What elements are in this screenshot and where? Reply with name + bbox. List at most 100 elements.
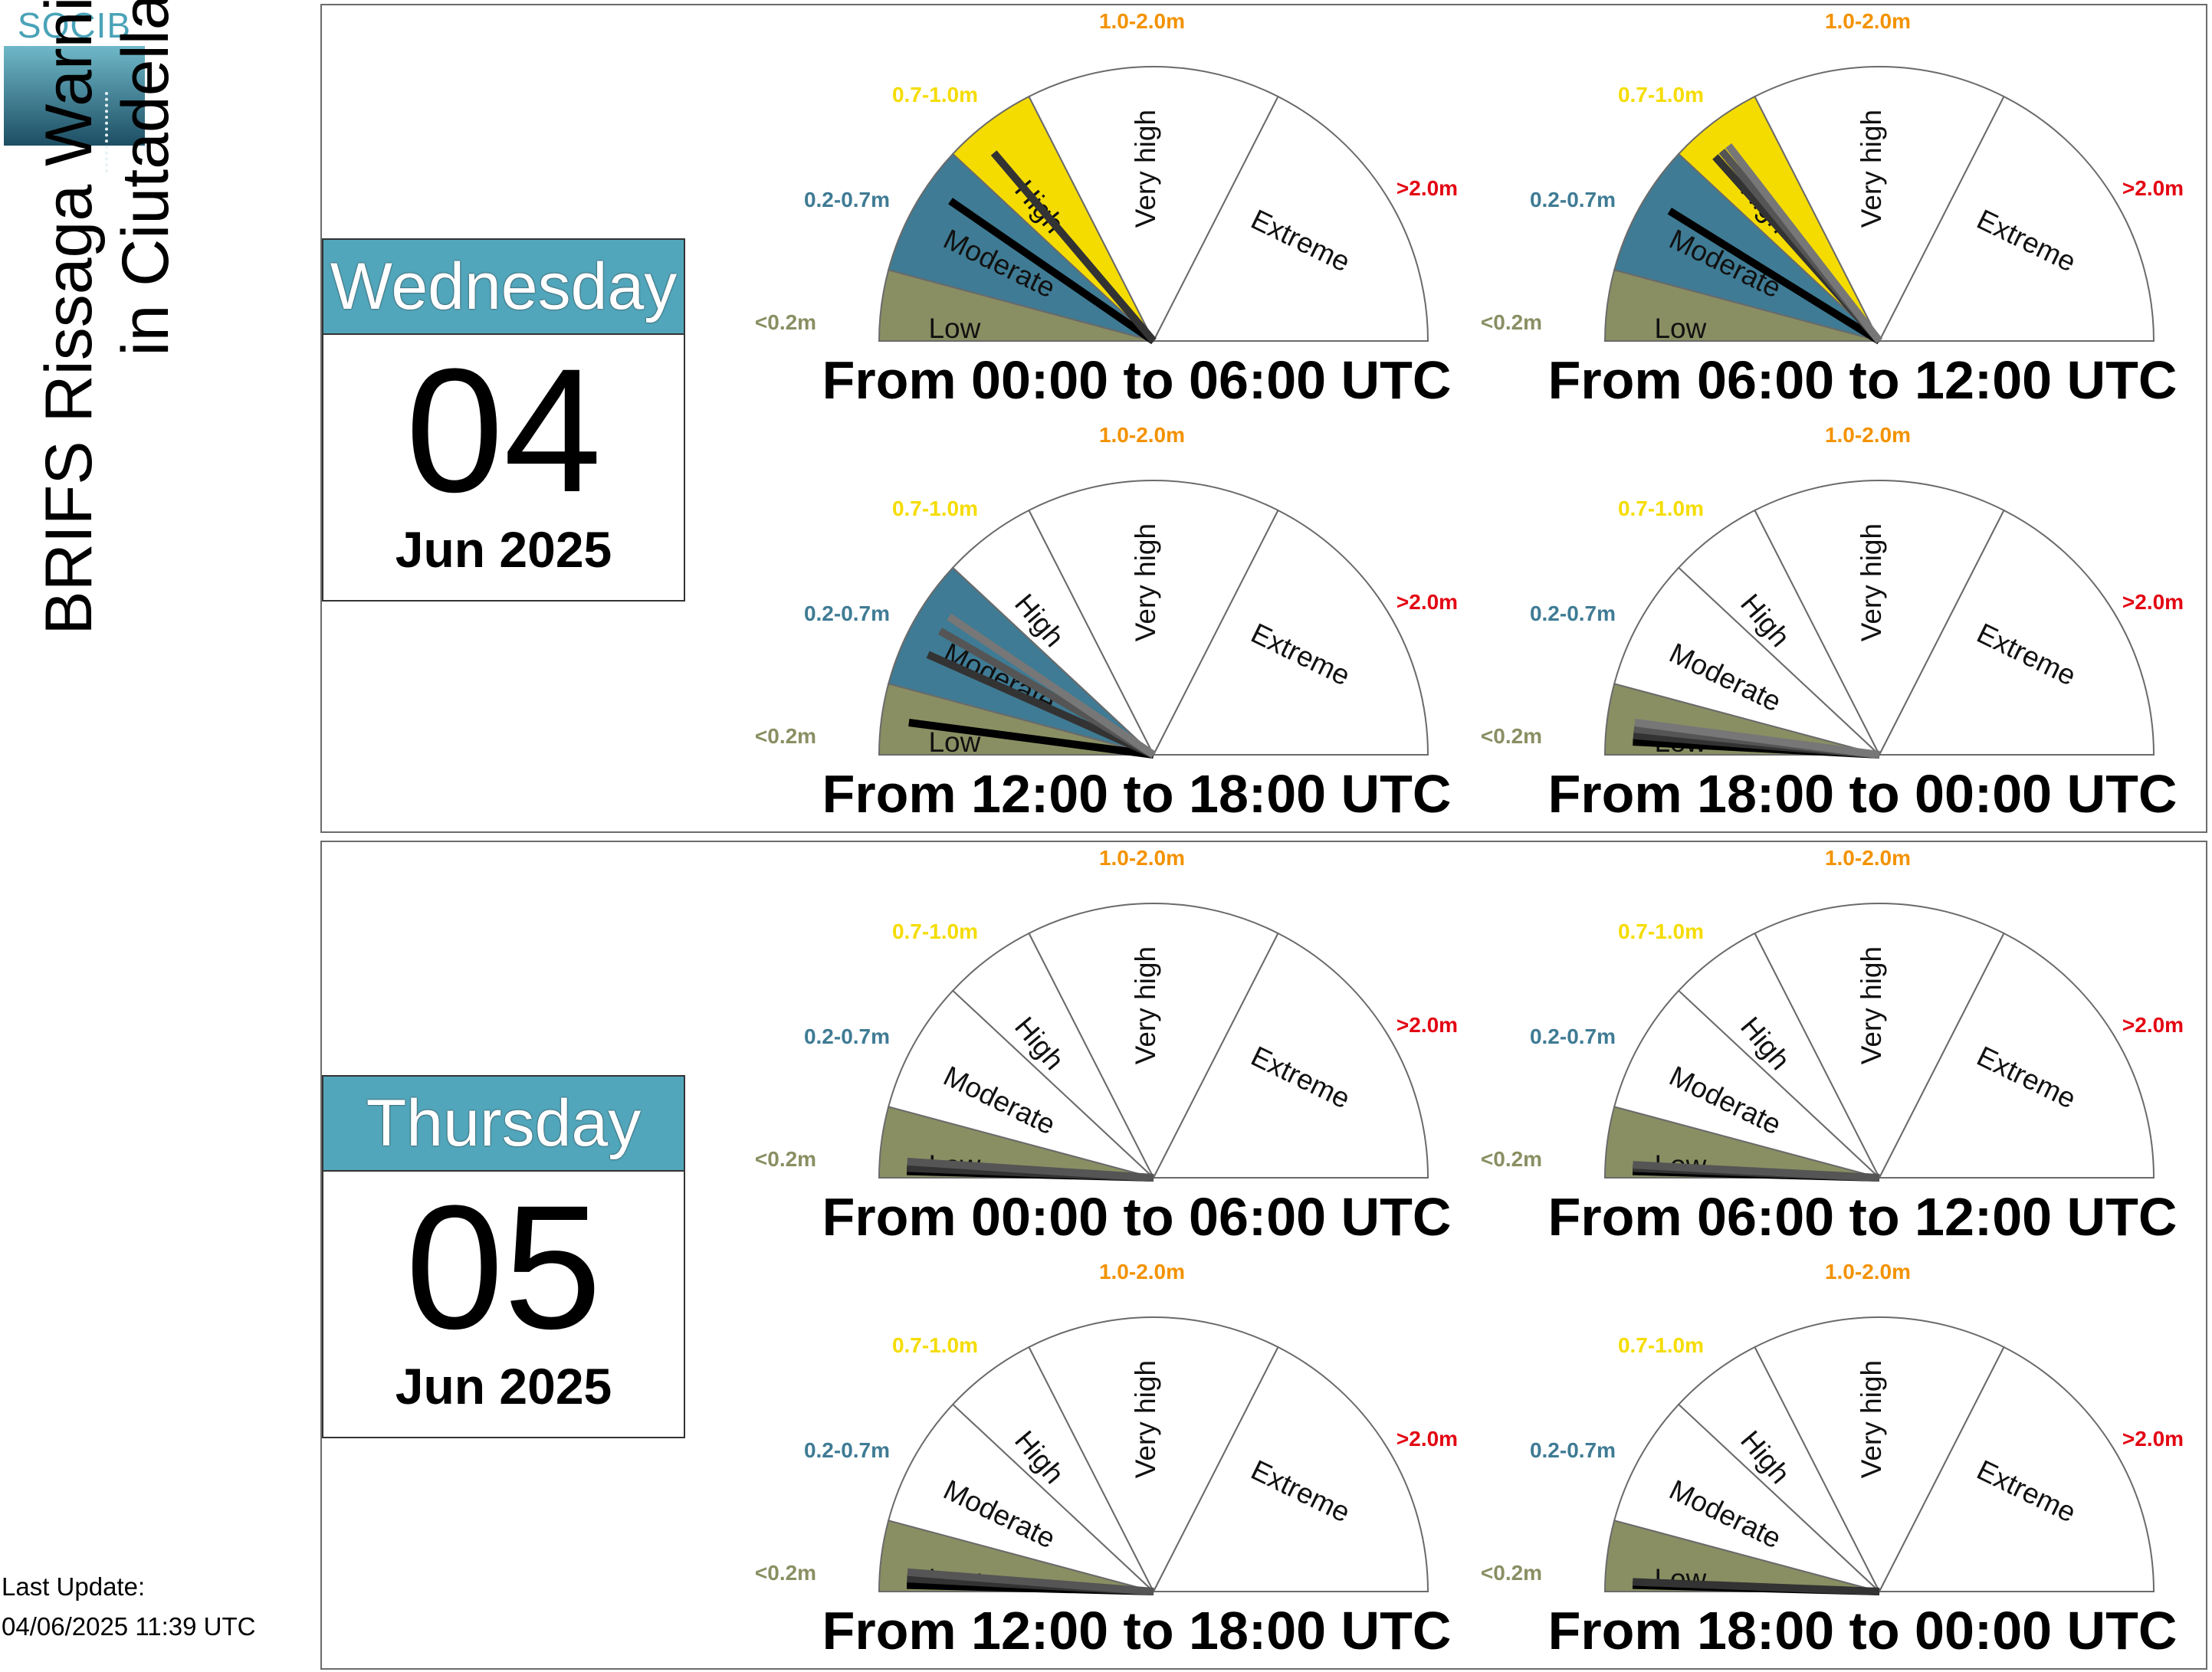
gauge-sector-extreme <box>1878 95 2155 342</box>
gauge-sector-moderate <box>1613 152 1880 342</box>
gauge-forecast-line <box>907 1157 1154 1182</box>
day-card: Wednesday 04 Jun 2025 <box>322 238 685 602</box>
gauge-range-label: >2.0m <box>2122 1013 2184 1037</box>
gauge-range-label: 0.7-1.0m <box>1618 497 1704 520</box>
logo-graphic <box>4 46 145 172</box>
gauge-forecast-line <box>1633 1161 1880 1182</box>
gauge-sector-very-high <box>1028 65 1279 343</box>
gauge-range-label: 1.0-2.0m <box>1099 1260 1185 1284</box>
gauge-range-label: 0.7-1.0m <box>892 920 978 943</box>
gauge-sector-extreme <box>1878 932 2155 1179</box>
last-update: Last Update: 04/06/2025 11:39 UTC <box>2 1567 255 1647</box>
gauge-range-label: <0.2m <box>755 1147 816 1171</box>
gauge-sector-moderate <box>887 1403 1154 1592</box>
gauge-period-label: From 00:00 to 06:00 UTC <box>822 350 1452 410</box>
gauge-forecast-line <box>948 198 1156 345</box>
gauge-range-label: >2.0m <box>2122 1427 2184 1451</box>
day-panel-1: Wednesday 04 Jun 2025 <box>320 4 2207 833</box>
gauge-period-label: From 06:00 to 12:00 UTC <box>1548 1187 2178 1247</box>
gauge-forecast-line <box>947 613 1156 759</box>
gauge-forecast-line <box>907 1568 1154 1595</box>
month-year: Jun 2025 <box>395 521 612 578</box>
gauge-range-label: 0.7-1.0m <box>1618 83 1704 107</box>
gauge-sector-very-high <box>1754 65 2005 343</box>
gauge-range-label: 1.0-2.0m <box>1099 9 1185 33</box>
gauge-category-label: Very high <box>1856 523 1887 641</box>
gauge-category-label: Very high <box>1856 946 1887 1064</box>
gauge-range-label: <0.2m <box>755 724 816 748</box>
gauge-range-label: 0.2-0.7m <box>804 188 890 211</box>
gauge-range-label: 0.2-0.7m <box>804 602 890 625</box>
month-year: Jun 2025 <box>395 1358 612 1415</box>
weekday-label: Wednesday <box>323 240 684 335</box>
day-card: Thursday 05 Jun 2025 <box>322 1075 685 1438</box>
gauge-range-label: 0.2-0.7m <box>804 1025 890 1048</box>
gauge-period-label: From 18:00 to 00:00 UTC <box>1548 1601 2178 1661</box>
gauge-forecast-line <box>908 719 1154 759</box>
gauge-range-label: 0.2-0.7m <box>804 1438 890 1462</box>
day-panel-2: Thursday 05 Jun 2025 <box>320 841 2207 1670</box>
gauge-range-label: >2.0m <box>1396 1013 1458 1037</box>
gauge-range-label: >2.0m <box>2122 176 2184 200</box>
weekday-label: Thursday <box>323 1077 684 1172</box>
gauge-range-label: 0.7-1.0m <box>892 83 978 107</box>
gauge-period-label: From 12:00 to 18:00 UTC <box>822 1601 1452 1661</box>
gauge-range-label: <0.2m <box>755 1561 816 1585</box>
gauge-range-label: >2.0m <box>2122 590 2184 614</box>
gauge-range-label: 0.2-0.7m <box>1530 602 1616 625</box>
gauge-range-label: <0.2m <box>1481 1561 1542 1585</box>
gauge-range-label: 1.0-2.0m <box>1825 423 1911 447</box>
gauge-category-label: Very high <box>1130 946 1161 1064</box>
gauge-forecast-line <box>1725 143 1882 344</box>
gauge-sector-very-high <box>1028 1316 1279 1594</box>
gauge-sector-moderate <box>887 989 1154 1179</box>
gauge-sector-very-high <box>1754 902 2005 1180</box>
gauge-range-label: 0.2-0.7m <box>1530 1025 1616 1048</box>
gauge-range-label: 0.7-1.0m <box>1618 1333 1704 1357</box>
gauge-sector-moderate <box>1613 989 1880 1179</box>
day-number: 05 <box>405 1169 602 1365</box>
gauge-category-label: Low <box>928 313 980 344</box>
gauge-range-label: 0.2-0.7m <box>1530 188 1616 211</box>
gauge-range-label: 1.0-2.0m <box>1099 846 1185 870</box>
gauge-sector-moderate <box>1613 1403 1880 1592</box>
gauge-sector-very-high <box>1028 479 1279 757</box>
gauge-period-label: From 12:00 to 18:00 UTC <box>822 764 1452 824</box>
gauge-range-label: >2.0m <box>1396 590 1458 614</box>
gauge-range-label: <0.2m <box>755 310 816 334</box>
gauge-sector-very-high <box>1028 902 1279 1180</box>
gauge-range-label: <0.2m <box>1481 310 1542 334</box>
gauge-sector-extreme <box>1152 95 1429 342</box>
gauge-forecast-line <box>990 150 1157 344</box>
gauge-range-label: 1.0-2.0m <box>1099 423 1185 447</box>
gauge-category-label: Very high <box>1130 523 1161 641</box>
gauge-category-label: Very high <box>1130 1360 1161 1478</box>
gauge-sector-extreme <box>1152 1346 1429 1592</box>
last-update-value: 04/06/2025 11:39 UTC <box>2 1612 256 1641</box>
gauge-range-label: 1.0-2.0m <box>1825 1260 1911 1284</box>
gauge-period-label: From 06:00 to 12:00 UTC <box>1548 350 2178 410</box>
gauge-range-label: <0.2m <box>1481 1147 1542 1171</box>
gauge-range-label: 0.7-1.0m <box>1618 920 1704 943</box>
gauge-period-label: From 00:00 to 06:00 UTC <box>822 1187 1452 1247</box>
gauge-range-label: 0.7-1.0m <box>892 497 978 520</box>
gauge-sector-moderate <box>1613 566 1880 756</box>
gauge-range-label: >2.0m <box>1396 1427 1458 1451</box>
gauge-category-label: Low <box>1654 313 1706 344</box>
gauge-forecast-line <box>926 651 1156 759</box>
gauge-sector-extreme <box>1878 509 2155 756</box>
socib-logo: SOCIB <box>4 5 145 172</box>
gauge-period-label: From 18:00 to 00:00 UTC <box>1548 764 2178 824</box>
logo-text: SOCIB <box>17 5 132 45</box>
last-update-label: Last Update: <box>2 1572 146 1601</box>
gauge-forecast-line <box>1633 1578 1880 1595</box>
gauge-forecast-line <box>1667 208 1882 345</box>
day-number: 04 <box>405 332 602 529</box>
gauge-sector-very-high <box>1754 1316 2005 1594</box>
gauge-category-label: Very high <box>1130 110 1161 228</box>
gauge-category-label: Very high <box>1856 110 1887 228</box>
gauge-forecast-line <box>1634 719 1880 759</box>
gauge-range-label: 0.2-0.7m <box>1530 1438 1616 1462</box>
gauge-sector-extreme <box>1878 1346 2155 1592</box>
